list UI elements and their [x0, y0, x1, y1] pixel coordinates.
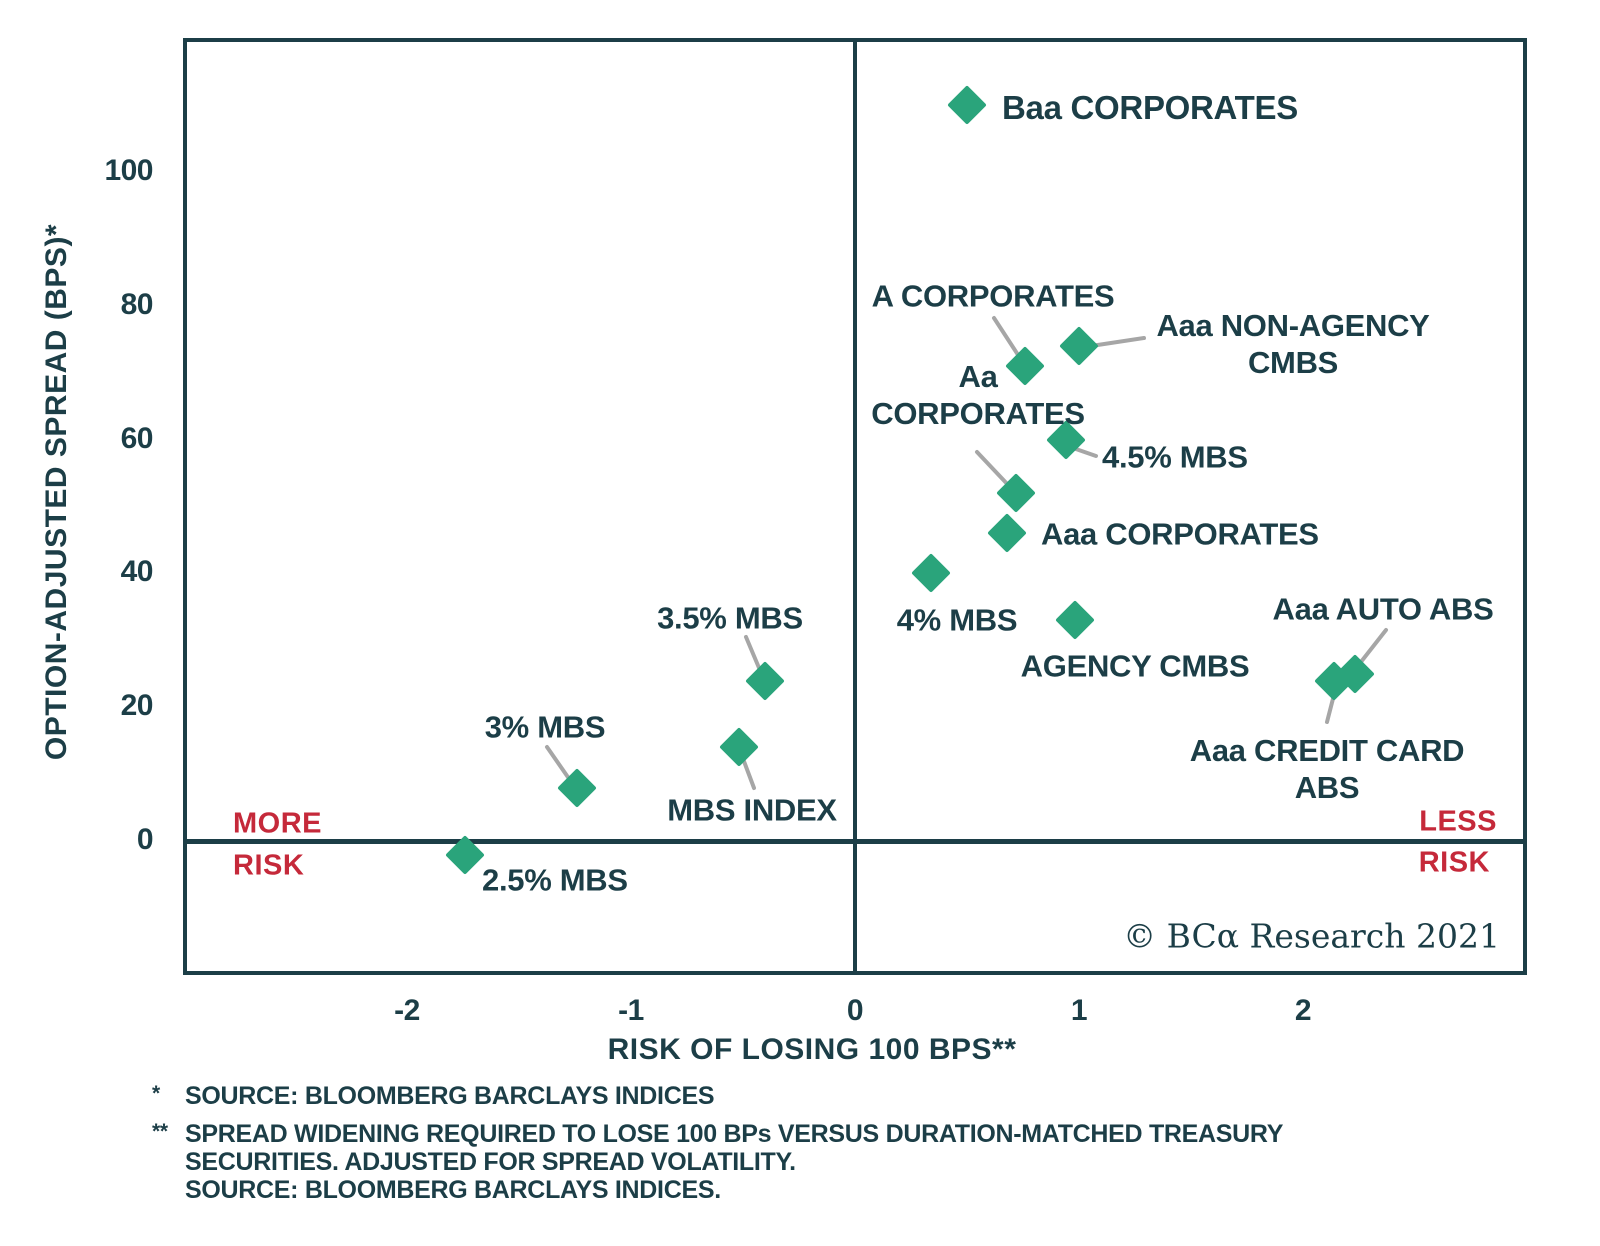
footnotes: * SOURCE: BLOOMBERG BARCLAYS INDICES ** …: [152, 1082, 1482, 1204]
footnote-text: SPREAD WIDENING REQUIRED TO LOSE 100 BPs…: [185, 1120, 1284, 1148]
footnote-row: * SOURCE: BLOOMBERG BARCLAYS INDICES: [152, 1082, 1482, 1110]
label-line: 3% MBS: [484, 709, 606, 745]
x-tick-label: -2: [394, 994, 420, 1027]
label-line: Aaa NON-AGENCY: [1156, 307, 1430, 343]
y-tick-label: 0: [136, 823, 154, 857]
point-label-aaa-non-agency-cmbs: Aaa NON-AGENCY CMBS: [1156, 307, 1429, 381]
quadrant-label-more: MORE: [233, 807, 322, 840]
point-label-mbs-4: 4% MBS: [897, 601, 1018, 638]
label-line: CMBS: [1247, 345, 1339, 380]
y-tick-label: 40: [120, 555, 154, 589]
footnote-marker: **: [152, 1120, 168, 1143]
x-tick-label: -1: [618, 994, 644, 1027]
footnote-row: SECURITIES. ADJUSTED FOR SPREAD VOLATILI…: [152, 1148, 1482, 1176]
point-label-agency-cmbs: AGENCY CMBS: [1021, 647, 1250, 684]
quadrant-label-less: LESS: [1419, 805, 1497, 838]
quadrant-label-risk-left: RISK: [233, 849, 305, 882]
label-line: Aa: [958, 358, 998, 394]
label-line: 4.5% MBS: [1102, 439, 1248, 475]
label-line: 4% MBS: [896, 602, 1018, 638]
footnote-text: SOURCE: BLOOMBERG BARCLAYS INDICES.: [185, 1176, 721, 1204]
point-label-mbs-3-5: 3.5% MBS: [657, 599, 803, 636]
label-line: ABS: [1294, 770, 1360, 805]
leader-line-aaa-non-agency-cmbs: [1089, 336, 1146, 348]
y-tick-label: 100: [104, 153, 153, 187]
copyright-text: © BCα Research 2021: [1123, 916, 1500, 956]
y-tick-label: 20: [120, 689, 154, 723]
point-label-aaa-auto-abs: Aaa AUTO ABS: [1273, 590, 1494, 627]
quadrant-divider-vertical: [853, 38, 857, 975]
point-label-aaa-corporates: Aaa CORPORATES: [1041, 515, 1319, 552]
x-tick-label: 2: [1294, 994, 1312, 1027]
label-line: Aaa AUTO ABS: [1272, 591, 1494, 627]
footnote-text: SOURCE: BLOOMBERG BARCLAYS INDICES: [185, 1082, 715, 1110]
point-label-mbs-3: 3% MBS: [485, 708, 606, 745]
x-tick-label: 1: [1070, 994, 1088, 1027]
x-axis-title: RISK OF LOSING 100 BPS**: [607, 1033, 1017, 1066]
label-line: A CORPORATES: [871, 278, 1115, 314]
point-label-mbs-4-5: 4.5% MBS: [1102, 438, 1248, 475]
y-tick-label: 80: [120, 287, 154, 321]
point-label-a-corporates: A CORPORATES: [872, 277, 1115, 314]
label-line: AGENCY CMBS: [1020, 648, 1250, 684]
point-label-mbs-index: MBS INDEX: [667, 791, 837, 828]
footnote-row: ** SPREAD WIDENING REQUIRED TO LOSE 100 …: [152, 1120, 1482, 1148]
x-tick-label: 0: [846, 994, 864, 1027]
quadrant-label-risk-right: RISK: [1418, 846, 1490, 879]
label-line: 3.5% MBS: [657, 600, 803, 636]
point-label-aa-corporates: Aa CORPORATES: [871, 358, 1085, 432]
footnote-text: SECURITIES. ADJUSTED FOR SPREAD VOLATILI…: [185, 1148, 796, 1176]
label-line: Aaa CORPORATES: [1041, 516, 1319, 552]
point-label-baa-corporates: Baa CORPORATES: [1002, 88, 1298, 128]
point-label-mbs-2-5: 2.5% MBS: [482, 861, 628, 898]
label-line: Aaa CREDIT CARD: [1189, 732, 1465, 768]
footnote-row: SOURCE: BLOOMBERG BARCLAYS INDICES.: [152, 1176, 1482, 1204]
point-label-aaa-credit-card-abs: Aaa CREDIT CARD ABS: [1190, 732, 1465, 806]
label-line: 2.5% MBS: [482, 862, 628, 898]
zero-line-horizontal: [183, 838, 1527, 844]
footnote-marker: *: [152, 1082, 160, 1105]
label-line: Baa CORPORATES: [1002, 89, 1298, 127]
label-line: CORPORATES: [871, 396, 1085, 431]
label-line: MBS INDEX: [667, 792, 837, 828]
leader-line-mbs-4-5: [1071, 446, 1098, 458]
y-tick-label: 60: [120, 421, 154, 455]
